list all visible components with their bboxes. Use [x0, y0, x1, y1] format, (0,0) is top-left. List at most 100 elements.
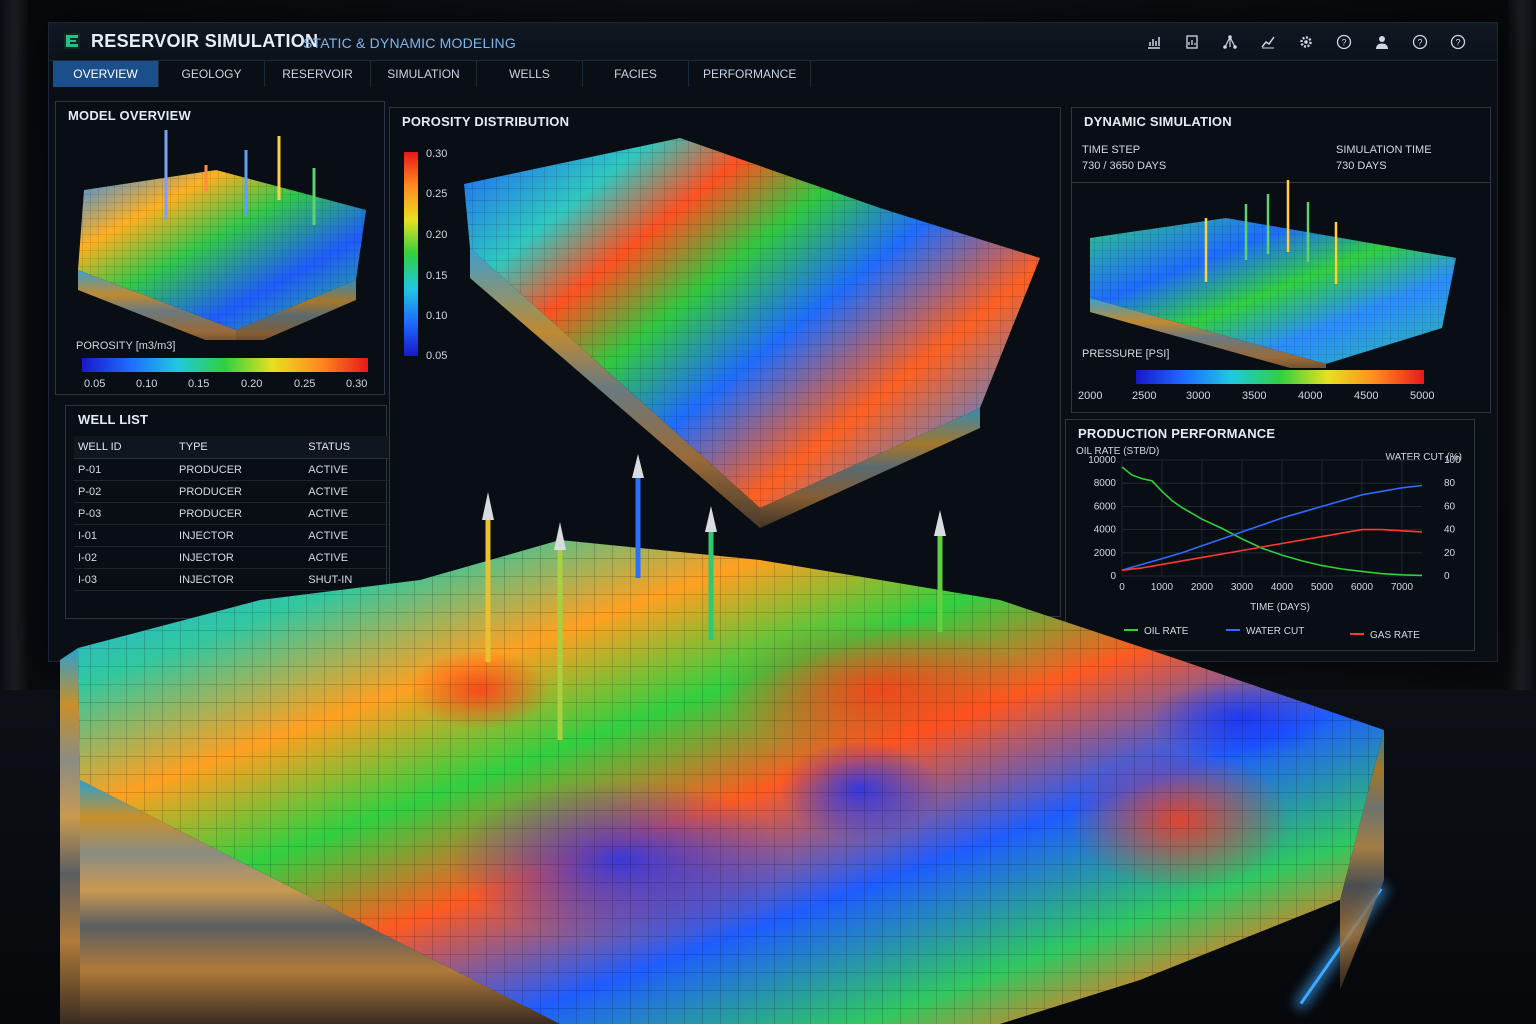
svg-text:?: ? — [1341, 38, 1346, 48]
pressure-legend-label: PRESSURE [PSI] — [1082, 348, 1170, 360]
table-row[interactable]: P-02 PRODUCER ACTIVE — [74, 480, 392, 503]
y-tick-left: 6000 — [1094, 501, 1117, 512]
tab-overview[interactable]: OVERVIEW — [53, 61, 159, 87]
y-tick-left: 8000 — [1094, 478, 1117, 489]
gear-icon[interactable] — [1297, 33, 1315, 51]
porosity-legend-bar — [82, 358, 368, 372]
chart-series — [1121, 466, 1423, 577]
tab-facies[interactable]: FACIES — [583, 61, 689, 87]
app-logo-icon — [64, 33, 80, 49]
help-icon[interactable]: ? — [1411, 33, 1429, 51]
legend-tick: 5000 — [1410, 390, 1435, 402]
cell-status: ACTIVE — [304, 458, 392, 481]
legend-tick: 0.15 — [188, 378, 210, 390]
cell-status: ACTIVE — [304, 502, 392, 525]
model-overview-3d-view[interactable] — [66, 130, 376, 340]
legend-tick: 0.30 — [346, 378, 368, 390]
pressure-3d-view[interactable] — [1086, 178, 1476, 368]
app-subtitle: STATIC & DYNAMIC MODELING — [303, 35, 516, 51]
y-tick-left: 4000 — [1094, 525, 1117, 536]
top-bar: RESERVOIR SIMULATION STATIC & DYNAMIC MO… — [49, 23, 1497, 61]
cell-well-id: I-03 — [74, 568, 162, 591]
well-derrick-icon[interactable] — [934, 510, 946, 632]
cell-type: PRODUCER — [161, 458, 305, 481]
tab-wells[interactable]: WELLS — [477, 61, 583, 87]
y-tick-right: 0 — [1444, 571, 1450, 582]
y-tick-left: 10000 — [1088, 455, 1116, 466]
user-icon[interactable] — [1373, 33, 1391, 51]
bar-chart-icon[interactable] — [1145, 33, 1163, 51]
toolbar: ? ? ? — [1145, 33, 1467, 51]
document-chart-icon[interactable] — [1183, 33, 1201, 51]
series-line-water-cut — [1121, 484, 1423, 571]
porosity-3d-view[interactable] — [460, 128, 1050, 528]
cell-status: ACTIVE — [304, 524, 392, 547]
cell-type: INJECTOR — [161, 524, 305, 547]
x-tick: 1000 — [1151, 582, 1174, 593]
x-tick: 3000 — [1231, 582, 1254, 593]
y-tick-right: 40 — [1444, 525, 1456, 536]
column-header-well-id[interactable]: WELL ID — [74, 436, 162, 459]
tab-geology[interactable]: GEOLOGY — [159, 61, 265, 87]
cell-well-id: P-01 — [74, 458, 162, 481]
help-icon[interactable]: ? — [1335, 33, 1353, 51]
tab-reservoir[interactable]: RESERVOIR — [265, 61, 371, 87]
scale-tick: 0.10 — [426, 310, 448, 322]
y-axis-label-right: WATER CUT (%) — [1386, 452, 1462, 463]
scale-tick: 0.15 — [426, 270, 448, 282]
production-performance-panel: PRODUCTION PERFORMANCE OIL RATE (STB/D) … — [1065, 419, 1475, 651]
time-step-value: 730 / 3650 DAYS — [1082, 160, 1167, 172]
table-row[interactable]: I-02 INJECTOR ACTIVE — [74, 546, 392, 569]
well-icons — [482, 454, 946, 740]
legend-tick: 0.20 — [241, 378, 263, 390]
y-tick-left: 0 — [1110, 571, 1116, 582]
network-icon[interactable] — [1221, 33, 1239, 51]
x-tick: 0 — [1119, 582, 1125, 593]
x-tick: 7000 — [1391, 582, 1414, 593]
well-derrick-icon[interactable] — [482, 492, 494, 662]
porosity-distribution-title: POROSITY DISTRIBUTION — [402, 114, 570, 129]
legend-tick: 4500 — [1354, 390, 1379, 402]
dynamic-simulation-panel: DYNAMIC SIMULATION TIME STEP 730 / 3650 … — [1071, 107, 1491, 413]
svg-text:?: ? — [1417, 38, 1422, 48]
table-row[interactable]: I-01 INJECTOR ACTIVE — [74, 524, 392, 547]
cell-type: INJECTOR — [161, 568, 305, 591]
production-performance-title: PRODUCTION PERFORMANCE — [1078, 426, 1276, 441]
table-row[interactable]: P-03 PRODUCER ACTIVE — [74, 502, 392, 525]
scale-tick: 0.05 — [426, 350, 448, 362]
well-derrick-icon[interactable] — [632, 454, 644, 578]
dashboard-screen: RESERVOIR SIMULATION STATIC & DYNAMIC MO… — [48, 22, 1498, 662]
cell-well-id: I-02 — [74, 546, 162, 569]
scale-tick: 0.25 — [426, 188, 448, 200]
line-chart-icon[interactable] — [1259, 33, 1277, 51]
well-derrick-icon[interactable] — [705, 506, 717, 640]
simulation-time-value: 730 DAYS — [1336, 160, 1387, 172]
x-tick: 5000 — [1311, 582, 1334, 593]
legend-tick: 2000 — [1078, 390, 1103, 402]
pressure-legend-bar — [1136, 370, 1424, 384]
simulation-time-label: SIMULATION TIME — [1336, 144, 1432, 156]
legend-gas-rate: GAS RATE — [1370, 630, 1420, 641]
chart-legend: OIL RATE WATER CUT GAS RATE — [1124, 626, 1420, 641]
cell-type: PRODUCER — [161, 502, 305, 525]
table-row[interactable]: P-01 PRODUCER ACTIVE — [74, 458, 392, 481]
app-title: RESERVOIR SIMULATION — [91, 31, 319, 51]
column-header-type[interactable]: TYPE — [161, 436, 305, 459]
model-overview-panel: MODEL OVERVIEW — [55, 101, 385, 395]
tab-performance[interactable]: PERFORMANCE — [689, 61, 812, 87]
cell-well-id: I-01 — [74, 524, 162, 547]
help-icon[interactable]: ? — [1449, 33, 1467, 51]
cell-status: ACTIVE — [304, 480, 392, 503]
cell-well-id: P-03 — [74, 502, 162, 525]
left-pillar — [0, 0, 28, 700]
well-derrick-icon[interactable] — [554, 522, 566, 740]
scale-tick: 0.30 — [426, 148, 448, 160]
right-pillar — [1508, 0, 1536, 700]
scale-tick: 0.20 — [426, 229, 448, 241]
y-axis-label-left: OIL RATE (STB/D) — [1076, 446, 1159, 457]
production-chart[interactable]: OIL RATE (STB/D) WATER CUT (%) TIME (DAY… — [1066, 444, 1474, 650]
tab-simulation[interactable]: SIMULATION — [371, 61, 477, 87]
column-header-status[interactable]: STATUS — [304, 436, 392, 459]
